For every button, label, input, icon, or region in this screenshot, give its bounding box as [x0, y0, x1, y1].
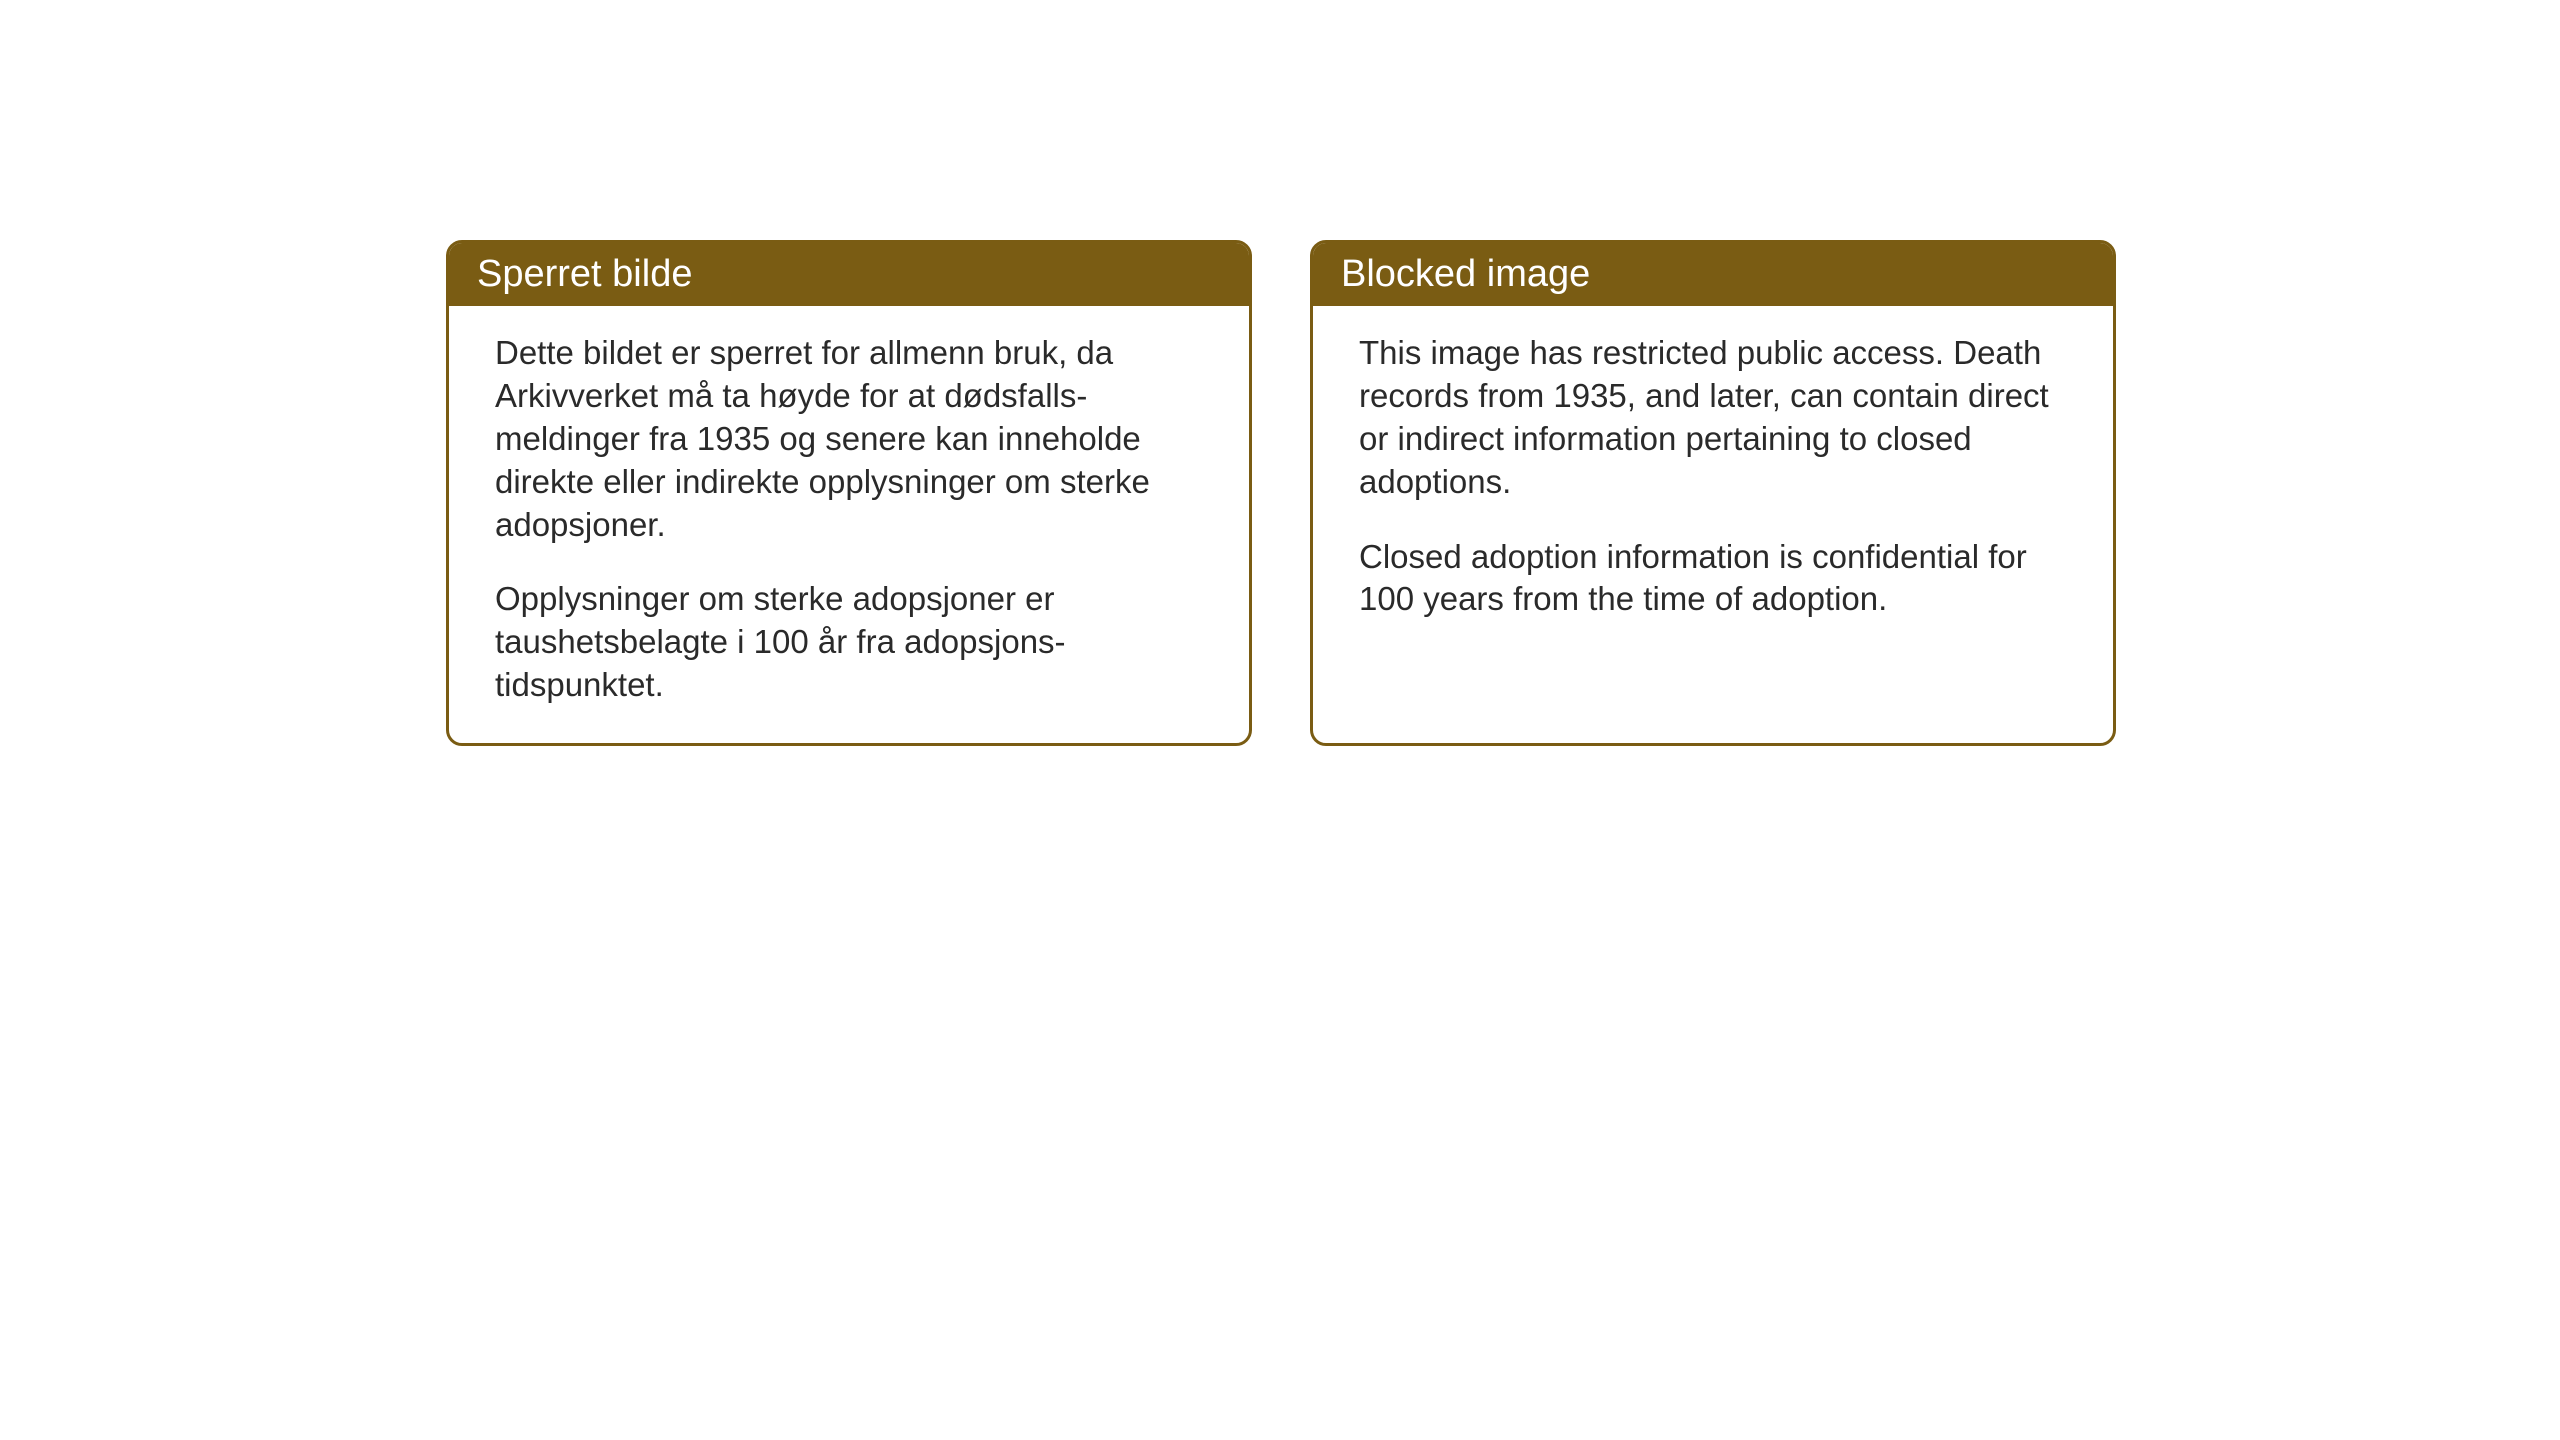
- card-body-english: This image has restricted public access.…: [1313, 306, 2113, 657]
- card-header-norwegian: Sperret bilde: [449, 243, 1249, 306]
- card-body-norwegian: Dette bildet er sperret for allmenn bruk…: [449, 306, 1249, 743]
- notice-card-norwegian: Sperret bilde Dette bildet er sperret fo…: [446, 240, 1252, 746]
- card-paragraph-1-english: This image has restricted public access.…: [1359, 332, 2067, 504]
- card-title-norwegian: Sperret bilde: [477, 253, 692, 295]
- card-paragraph-2-english: Closed adoption information is confident…: [1359, 536, 2067, 622]
- card-paragraph-1-norwegian: Dette bildet er sperret for allmenn bruk…: [495, 332, 1203, 546]
- card-title-english: Blocked image: [1341, 253, 1590, 295]
- card-header-english: Blocked image: [1313, 243, 2113, 306]
- notice-card-english: Blocked image This image has restricted …: [1310, 240, 2116, 746]
- notice-cards-container: Sperret bilde Dette bildet er sperret fo…: [446, 240, 2116, 746]
- card-paragraph-2-norwegian: Opplysninger om sterke adopsjoner er tau…: [495, 578, 1203, 707]
